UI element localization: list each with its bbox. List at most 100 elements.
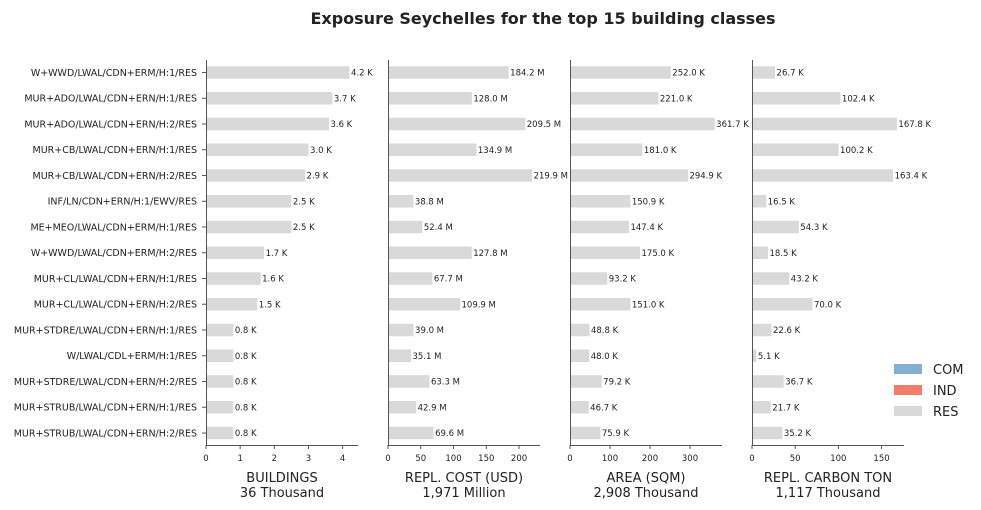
data-label: 5.1 K bbox=[758, 352, 780, 362]
x-tick-label: 0 bbox=[203, 454, 208, 464]
data-label: 134.9 M bbox=[478, 146, 512, 156]
bar bbox=[206, 298, 258, 311]
data-label: 48.8 K bbox=[591, 326, 619, 336]
x-axis-label: BUILDINGS bbox=[246, 471, 317, 486]
data-label: 128.0 M bbox=[473, 94, 507, 104]
bar bbox=[388, 323, 414, 337]
data-label: 219.9 M bbox=[534, 172, 568, 182]
x-axis-label: AREA (SQM) bbox=[606, 471, 685, 486]
data-label: 43.2 K bbox=[791, 275, 819, 285]
bar bbox=[206, 246, 265, 259]
bar bbox=[206, 92, 333, 105]
data-label: 63.3 M bbox=[431, 378, 460, 388]
category-label: MUR+CB/LWAL/CDN+ERN/H:2/RES bbox=[33, 171, 198, 182]
bar bbox=[752, 246, 768, 259]
data-label: 3.6 K bbox=[330, 120, 352, 130]
data-label: 209.5 M bbox=[527, 120, 561, 130]
bar bbox=[388, 195, 414, 208]
x-tick-label: 50 bbox=[415, 454, 426, 464]
category-label: MUR+STRUB/LWAL/CDN+ERN/H:1/RES bbox=[14, 403, 197, 414]
x-axis-label: REPL. COST (USD) bbox=[405, 471, 523, 486]
bar bbox=[206, 195, 292, 208]
data-label: 147.4 K bbox=[630, 223, 663, 233]
bar bbox=[752, 298, 813, 311]
data-label: 2.9 K bbox=[307, 172, 329, 182]
data-label: 2.5 K bbox=[293, 197, 315, 207]
bar bbox=[388, 169, 533, 182]
bar bbox=[388, 426, 434, 440]
bar bbox=[752, 323, 772, 337]
bar bbox=[570, 323, 590, 337]
bar bbox=[570, 375, 602, 388]
data-label: 54.3 K bbox=[800, 223, 828, 233]
data-label: 21.7 K bbox=[772, 403, 800, 413]
category-label: MUR+ADO/LWAL/CDN+ERN/H:1/RES bbox=[24, 94, 197, 105]
bar bbox=[388, 246, 472, 259]
data-label: 67.7 M bbox=[434, 275, 463, 285]
data-label: 109.9 M bbox=[462, 300, 496, 310]
data-label: 150.9 K bbox=[632, 197, 665, 207]
data-label: 181.0 K bbox=[644, 146, 677, 156]
bar bbox=[570, 92, 659, 105]
data-label: 93.2 K bbox=[609, 275, 637, 285]
bar bbox=[570, 117, 715, 131]
bar bbox=[570, 169, 688, 182]
x-tick-label: 0 bbox=[749, 454, 754, 464]
bar bbox=[570, 349, 590, 362]
legend-label: IND bbox=[933, 384, 957, 399]
data-label: 18.5 K bbox=[769, 249, 797, 259]
bar bbox=[206, 272, 261, 285]
bar bbox=[206, 143, 309, 156]
bar bbox=[752, 143, 839, 156]
bar bbox=[206, 323, 234, 337]
bar bbox=[752, 117, 897, 131]
bar bbox=[388, 298, 461, 311]
panel-total: 36 Thousand bbox=[240, 486, 324, 501]
data-label: 75.9 K bbox=[602, 429, 630, 439]
legend-swatch bbox=[894, 364, 922, 374]
category-label: MUR+STRUB/LWAL/CDN+ERN/H:2/RES bbox=[14, 428, 197, 439]
bar bbox=[206, 66, 350, 79]
legend: COM IND RES bbox=[894, 363, 964, 420]
data-label: 0.8 K bbox=[235, 352, 257, 362]
legend-swatch bbox=[894, 385, 922, 395]
bar bbox=[752, 66, 776, 79]
data-label: 79.2 K bbox=[603, 378, 631, 388]
data-label: 16.5 K bbox=[768, 197, 796, 207]
bar bbox=[752, 375, 784, 388]
data-label: 0.8 K bbox=[235, 378, 257, 388]
bar bbox=[570, 272, 608, 285]
x-tick-label: 100 bbox=[830, 454, 846, 464]
data-label: 167.8 K bbox=[898, 120, 931, 130]
bar bbox=[388, 117, 526, 131]
data-label: 35.2 K bbox=[784, 429, 812, 439]
data-label: 38.8 M bbox=[415, 197, 444, 207]
x-tick-label: 150 bbox=[478, 454, 494, 464]
legend-label: RES bbox=[933, 405, 959, 420]
data-label: 175.0 K bbox=[642, 249, 675, 259]
data-label: 4.2 K bbox=[351, 69, 373, 79]
data-label: 36.7 K bbox=[785, 378, 813, 388]
data-label: 39.0 M bbox=[415, 326, 444, 336]
data-label: 46.7 K bbox=[590, 403, 618, 413]
bar bbox=[570, 246, 640, 259]
bar bbox=[752, 272, 790, 285]
bar bbox=[752, 349, 757, 362]
data-label: 48.0 K bbox=[591, 352, 619, 362]
category-label: MUR+STDRE/LWAL/CDN+ERN/H:2/RES bbox=[14, 377, 197, 388]
bar bbox=[752, 220, 799, 234]
x-tick-label: 2 bbox=[272, 454, 277, 464]
bar bbox=[752, 92, 841, 105]
data-label: 0.8 K bbox=[235, 403, 257, 413]
data-label: 151.0 K bbox=[632, 300, 665, 310]
bar bbox=[570, 66, 671, 79]
bar bbox=[206, 426, 234, 440]
bar bbox=[388, 349, 411, 362]
data-label: 163.4 K bbox=[895, 172, 928, 182]
data-label: 361.7 K bbox=[716, 120, 749, 130]
x-tick-label: 50 bbox=[790, 454, 801, 464]
data-label: 221.0 K bbox=[660, 94, 693, 104]
category-label: INF/LN/CDN+ERN/H:1/EWV/RES bbox=[48, 197, 197, 208]
x-axis-label: REPL. CARBON TON bbox=[764, 471, 892, 486]
